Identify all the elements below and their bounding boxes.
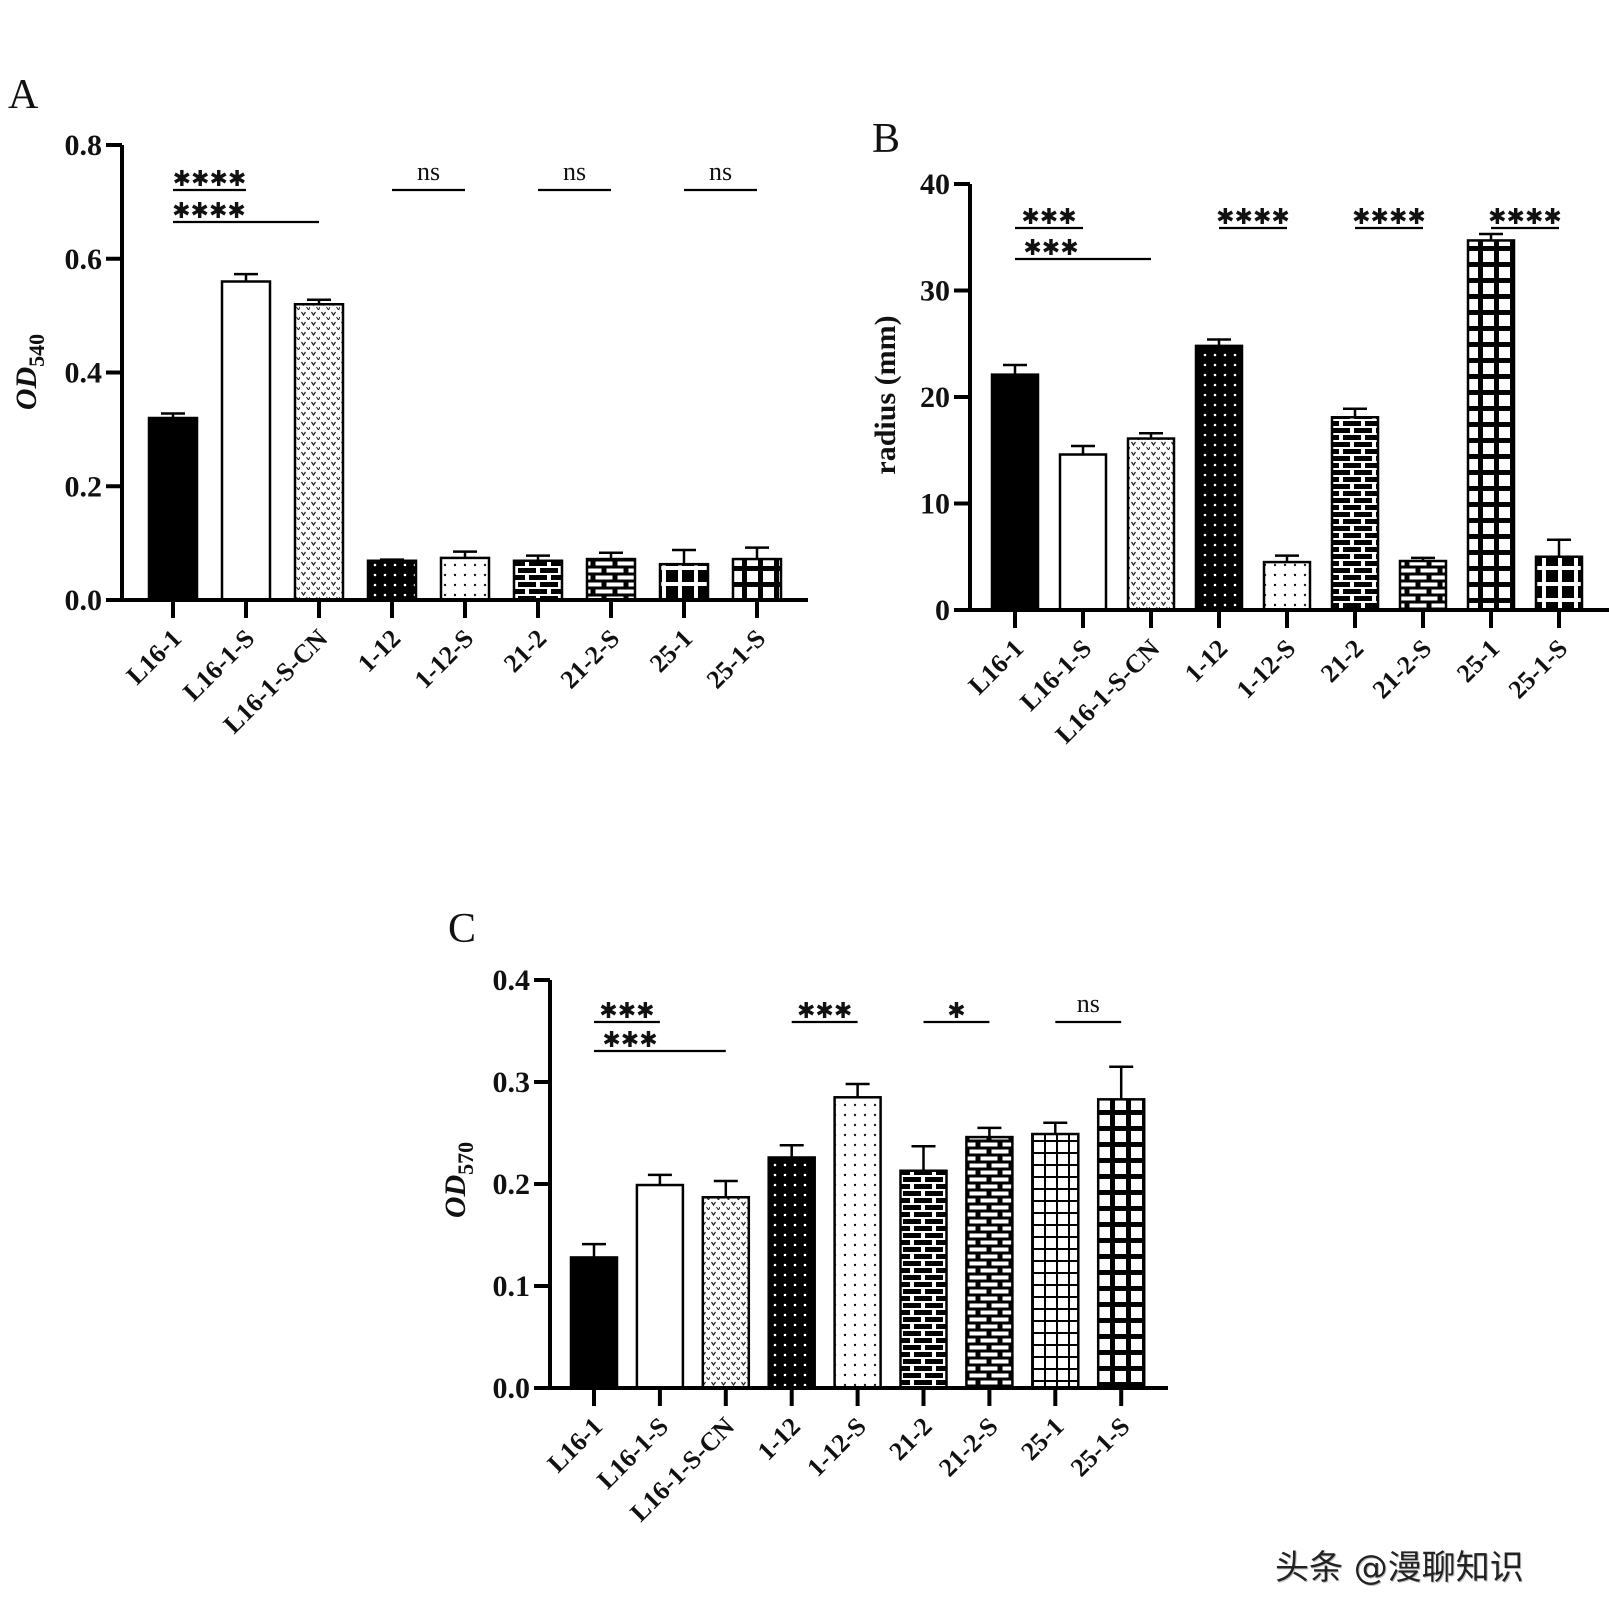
significance-label: ✱✱✱✱ xyxy=(173,167,247,192)
significance-label: ✱✱✱✱ xyxy=(172,199,246,224)
bar-1-12-S xyxy=(439,556,491,602)
bar-L16-1 xyxy=(147,416,199,602)
significance-label: ns xyxy=(563,157,586,186)
x-tick-label: 21-2-S xyxy=(555,624,626,695)
bar-21-2-S xyxy=(1398,559,1448,612)
y-axis-title: OD570 xyxy=(439,1142,478,1218)
x-tick-label: 25-1 xyxy=(1015,1412,1069,1466)
y-tick-label: 0.1 xyxy=(493,1270,531,1303)
panel-letter: B xyxy=(872,116,900,162)
y-axis-title: OD540 xyxy=(10,334,49,410)
x-tick-label: 21-2 xyxy=(1315,634,1369,688)
y-tick-label: 20 xyxy=(920,381,950,414)
x-tick-label: 25-1-S xyxy=(1503,634,1574,705)
significance-label: ✱✱✱ xyxy=(602,1028,657,1053)
y-axis-title: radius (mm) xyxy=(869,315,902,474)
x-tick-label: 1-12-S xyxy=(801,1412,872,1483)
x-tick-label: 25-1 xyxy=(644,624,698,678)
x-tick-label: 1-12 xyxy=(752,1412,806,1466)
y-tick-label: 0.2 xyxy=(493,1168,531,1201)
bar-L16-1-S xyxy=(1058,453,1108,612)
bar-21-2 xyxy=(512,559,564,602)
bar-L16-1 xyxy=(569,1256,619,1390)
bar-21-2 xyxy=(1330,415,1380,612)
x-tick-label: 21-2 xyxy=(498,624,552,678)
significance-label: ✱✱✱ xyxy=(1021,205,1076,230)
bar-21-2 xyxy=(899,1169,948,1390)
bar-L16-1 xyxy=(990,373,1040,612)
x-tick-label: 25-1 xyxy=(1451,634,1505,688)
x-tick-label: 21-2 xyxy=(884,1412,938,1466)
bar-L16-1-S xyxy=(220,280,272,602)
bar-25-1-S xyxy=(731,557,783,602)
bar-1-12-S xyxy=(833,1096,882,1390)
bar-1-12-S xyxy=(1262,560,1312,612)
y-tick-label: 0.0 xyxy=(493,1372,531,1405)
bar-L16-1-S-CN xyxy=(1126,437,1176,612)
y-tick-label: 40 xyxy=(920,168,950,201)
bar-25-1-S xyxy=(1534,555,1584,612)
x-tick-label: 25-1-S xyxy=(701,624,772,695)
x-tick-label: 1-12 xyxy=(1179,634,1233,688)
y-tick-label: 0.2 xyxy=(65,470,103,503)
y-tick-label: 0.8 xyxy=(65,129,103,162)
significance-label: ns xyxy=(709,157,732,186)
bar-L16-1-S-CN xyxy=(701,1196,751,1390)
significance-label: ✱✱✱✱ xyxy=(1352,205,1426,230)
panel-letter: A xyxy=(8,72,39,118)
y-tick-label: 30 xyxy=(920,275,950,308)
significance-label: ✱✱✱ xyxy=(599,999,654,1024)
y-tick-label: 0.4 xyxy=(65,357,103,390)
bar-1-12 xyxy=(767,1156,816,1390)
bar-L16-1-S xyxy=(635,1183,685,1390)
x-tick-label: 1-12 xyxy=(352,624,406,678)
significance-label: ✱✱✱ xyxy=(797,999,852,1024)
x-tick-label: 1-12-S xyxy=(409,624,480,695)
y-tick-label: 10 xyxy=(920,488,950,521)
bar-1-12 xyxy=(1194,344,1244,612)
panel-c-od570-chart: COD5700.00.10.20.30.4L16-1L16-1-SL16-1-S… xyxy=(439,906,1168,1527)
significance-label: ✱✱✱✱ xyxy=(1488,205,1562,230)
y-tick-label: 0.4 xyxy=(493,964,531,997)
x-tick-label: 25-1-S xyxy=(1065,1412,1136,1483)
significance-label: ns xyxy=(417,157,440,186)
significance-label: ✱ xyxy=(947,999,965,1024)
y-tick-label: 0.0 xyxy=(65,584,103,617)
panel-letter: C xyxy=(448,906,476,952)
y-tick-label: 0 xyxy=(935,594,950,627)
bar-25-1 xyxy=(658,562,710,602)
bar-21-2-S xyxy=(965,1135,1014,1390)
bar-25-1 xyxy=(1466,239,1516,612)
watermark-text: 头条 @漫聊知识 xyxy=(1275,1548,1524,1588)
significance-label: ns xyxy=(1077,989,1100,1018)
panel-a-biofilm-od540-chart: AOD5400.00.20.40.60.8L16-1L16-1-SL16-1-S… xyxy=(8,72,808,739)
significance-label: ✱✱✱ xyxy=(1023,236,1078,261)
x-tick-label: 21-2-S xyxy=(933,1412,1004,1483)
bar-25-1-S xyxy=(1096,1098,1146,1390)
x-tick-label: 1-12-S xyxy=(1231,634,1302,705)
bar-1-12 xyxy=(366,559,418,602)
bar-L16-1-S-CN xyxy=(293,303,345,602)
y-tick-label: 0.3 xyxy=(493,1066,531,1099)
bar-21-2-S xyxy=(585,557,637,602)
x-tick-label: 21-2-S xyxy=(1367,634,1438,705)
bar-25-1 xyxy=(1031,1132,1080,1390)
y-tick-label: 0.6 xyxy=(65,243,103,276)
x-tick-label: L16-1 xyxy=(121,624,187,690)
significance-label: ✱✱✱✱ xyxy=(1216,205,1290,230)
